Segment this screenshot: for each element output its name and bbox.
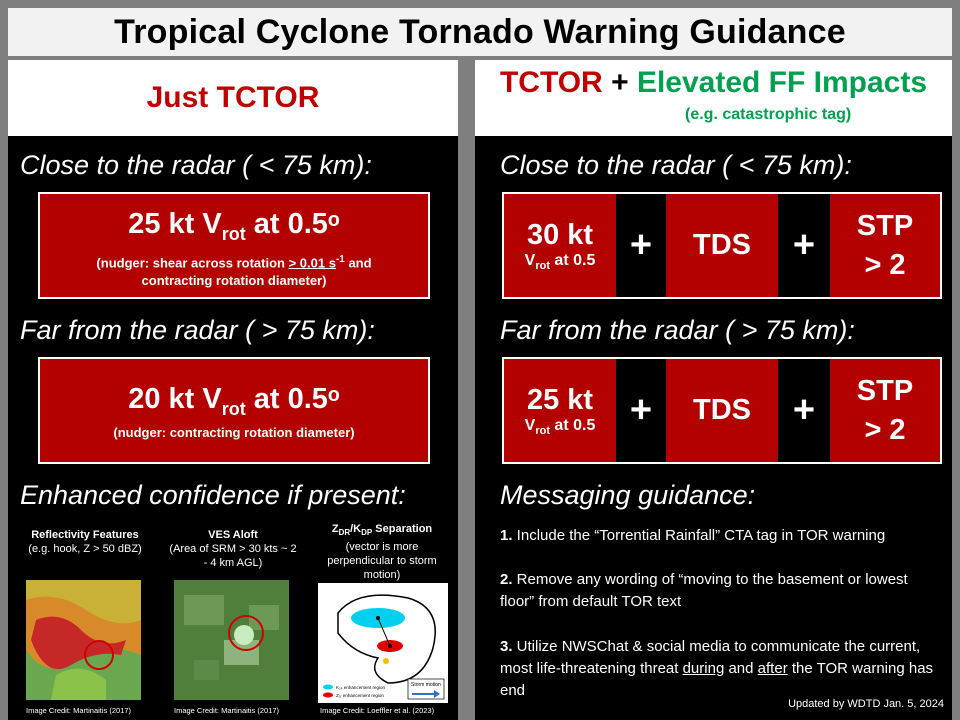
far-plus-1: + <box>629 389 653 431</box>
right-far-combo: 25 kt Vrot at 0.5 + TDS + STP > 2 <box>502 357 942 464</box>
far-vrot-segment: 25 kt Vrot at 0.5 <box>504 359 616 462</box>
left-far-label: Far from the radar ( > 75 km): <box>20 315 375 345</box>
right-header-sub: (e.g. catastrophic tag) <box>685 106 852 123</box>
updated-note: Updated by WDTD Jan. 5, 2024 <box>788 698 944 710</box>
left-far-box: 20 kt Vrot at 0.5ᵒ (nudger: contracting … <box>38 357 430 464</box>
far-plus-2: + <box>792 389 816 431</box>
page-title: Tropical Cyclone Tornado Warning Guidanc… <box>114 12 846 51</box>
right-far-label: Far from the radar ( > 75 km): <box>500 315 855 345</box>
left-close-label: Close to the radar ( < 75 km): <box>20 150 372 180</box>
left-close-box: 25 kt Vrot at 0.5ᵒ (nudger: shear across… <box>38 192 430 299</box>
far-stp-segment: STP > 2 <box>830 359 940 462</box>
message-2: 2. Remove any wording of “moving to the … <box>500 571 908 610</box>
legend-zdr-text: Z₂ᵣ enhancement region <box>336 693 384 698</box>
messaging-label: Messaging guidance: <box>500 480 756 510</box>
close-tds-segment: TDS <box>666 194 778 297</box>
right-panel: TCTOR + Elevated FF Impacts (e.g. catast… <box>475 60 952 720</box>
right-header: TCTOR + Elevated FF Impacts (e.g. catast… <box>475 60 952 136</box>
left-far-main: 20 kt Vrot at 0.5ᵒ <box>128 383 340 419</box>
thumb-reflectivity-credit: Image Credit: Martinaitis (2017) <box>26 706 132 715</box>
thumb-separation-credit: Image Credit: Loeffler et al. (2023) <box>320 706 435 715</box>
right-header-title: TCTOR + Elevated FF Impacts <box>499 66 928 99</box>
right-close-label: Close to the radar ( < 75 km): <box>500 150 852 180</box>
left-header-title: Just TCTOR <box>146 81 320 114</box>
right-close-combo: 30 kt Vrot at 0.5 + TDS + STP > 2 <box>502 192 942 299</box>
thumb-ves-caption: VES Aloft (Area of SRM > 30 kts ~ 2 - 4 k… <box>169 529 297 569</box>
close-plus-1: + <box>629 224 653 266</box>
close-vrot-segment: 30 kt Vrot at 0.5 <box>504 194 616 297</box>
left-header: Just TCTOR <box>8 60 458 136</box>
separation-diagram: K₂ₚ enhancement region Z₂ᵣ enhancement r… <box>318 583 448 703</box>
left-far-note: (nudger: contracting rotation diameter) <box>113 424 355 440</box>
thumb-separation-caption: ZDR/KDP Separation (vector is more perpe… <box>327 523 437 582</box>
close-plus-2: + <box>792 224 816 266</box>
left-close-note: (nudger: shear across rotation > 0.01 s-… <box>96 253 372 289</box>
message-1: 1. Include the “Torrential Rainfall” CTA… <box>500 527 886 544</box>
message-3: 3. Utilize NWSChat & social media to com… <box>500 638 934 699</box>
title-bar: Tropical Cyclone Tornado Warning Guidanc… <box>8 8 952 56</box>
left-panel: Just TCTOR Close to the radar ( < 75 km)… <box>8 60 458 720</box>
thumb-ves-credit: Image Credit: Martinaitis (2017) <box>174 706 280 715</box>
legend-kdp-text: K₂ₚ enhancement region <box>336 685 385 690</box>
far-tds-segment: TDS <box>666 359 778 462</box>
storm-motion-text: Storm motion <box>411 682 441 688</box>
ves-image <box>174 580 289 700</box>
left-close-main: 25 kt Vrot at 0.5ᵒ <box>128 208 340 244</box>
enhanced-label: Enhanced confidence if present: <box>20 480 406 510</box>
thumb-reflectivity-caption: Reflectivity Features (e.g. hook, Z > 50 … <box>28 529 142 555</box>
reflectivity-image <box>26 580 141 700</box>
close-stp-segment: STP > 2 <box>830 194 940 297</box>
